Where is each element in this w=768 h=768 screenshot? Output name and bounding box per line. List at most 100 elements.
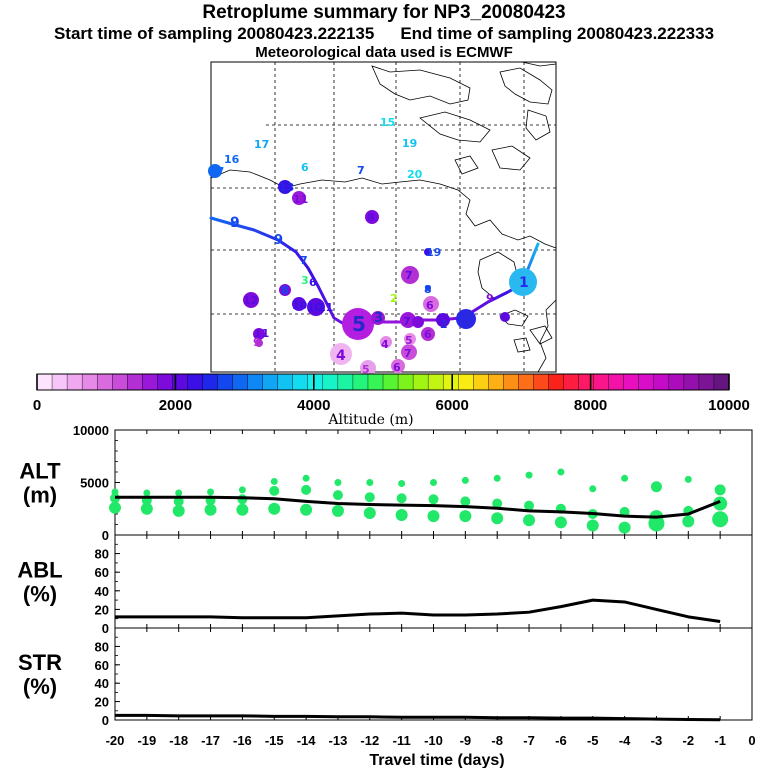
day-label: 9 <box>230 215 240 231</box>
colorbar-cell <box>202 373 219 391</box>
plume-cluster <box>307 298 325 316</box>
day-label: 6 <box>301 161 309 174</box>
sampling-times: Start time of sampling 20080423.222135 En… <box>0 24 768 44</box>
plume-cluster <box>404 333 416 345</box>
alt-scatter-point <box>396 493 407 504</box>
day-label: 11 <box>293 193 308 206</box>
colorbar-cell <box>503 373 519 391</box>
alt-scatter-point <box>175 489 183 497</box>
day-label: 4 <box>381 338 389 351</box>
day-label: 16 <box>224 153 240 166</box>
x-tick-label: -14 <box>297 733 317 748</box>
colorbar-tick-label: 4000 <box>297 397 330 414</box>
alt-scatter-points <box>109 468 729 534</box>
colorbar-cell <box>683 373 700 391</box>
day-label: 2 <box>440 318 448 331</box>
plume-cluster <box>365 210 379 224</box>
day-label: 9 <box>274 233 283 248</box>
colorbar-cell <box>382 373 399 391</box>
day-label: 1 <box>519 275 529 291</box>
colorbar-cell <box>142 373 158 391</box>
plume-cluster <box>391 359 405 373</box>
plume-cluster <box>330 343 352 365</box>
alt-scatter-point <box>238 486 246 494</box>
day-label: 5 <box>405 334 413 347</box>
panel-ylabel-unit: (%) <box>23 674 57 699</box>
day-label: 12 <box>243 294 258 307</box>
x-tick-label: -11 <box>393 733 411 748</box>
alt-scatter-point <box>207 488 215 496</box>
alt-scatter-point <box>523 514 536 527</box>
alt-scatter-point <box>554 516 567 529</box>
alt-scatter-point <box>714 484 726 496</box>
x-tick-label: -9 <box>460 733 472 748</box>
alt-scatter-point <box>460 496 471 507</box>
plume-cluster <box>456 309 476 329</box>
plume-cluster <box>360 360 376 376</box>
colorbar-cell <box>36 373 53 391</box>
day-label: 6 <box>393 361 401 374</box>
plume-cluster <box>401 344 417 360</box>
day-label: 6 <box>309 276 317 289</box>
panel-ylabel: ABL <box>17 558 62 583</box>
colorbar-cell <box>232 373 249 391</box>
colorbar-cell <box>593 373 610 391</box>
day-label: 10 <box>292 299 308 312</box>
alt-scatter-point <box>269 485 280 496</box>
colorbar-cell <box>352 373 369 391</box>
alt-scatter-point <box>713 496 728 511</box>
day-label: 17 <box>209 165 224 178</box>
colorbar-cell <box>247 373 264 391</box>
plume-cluster <box>279 284 291 296</box>
plume-cluster <box>500 312 510 322</box>
alt-scatter-point <box>331 504 344 517</box>
colorbar-cell <box>187 373 203 391</box>
alt-scatter-point <box>268 502 281 515</box>
x-tick-label: -15 <box>265 733 284 748</box>
x-axis: -20 -19 -18 -17 -16 -15 -14 -13 -12 -11 -10 -9 -8 -7-… <box>106 733 756 748</box>
colorbar-cell <box>292 373 309 391</box>
x-tick-label: -4 <box>619 733 631 748</box>
y-tick-label: 40 <box>95 676 109 691</box>
colorbar-cell <box>442 373 459 391</box>
day-label: 11 <box>254 327 269 340</box>
alt-scatter-point <box>712 511 729 528</box>
colorbar-cell <box>397 373 414 391</box>
alt-scatter-point <box>300 503 313 516</box>
plume-cluster <box>371 311 385 325</box>
plume-cluster <box>278 180 292 194</box>
x-tick-label: -20 <box>106 733 125 748</box>
alt-scatter-point <box>461 476 469 484</box>
colorbar-cell <box>668 373 685 391</box>
y-tick-label: 40 <box>95 584 109 599</box>
colorbar-cell <box>51 373 68 391</box>
alt-scatter-point <box>366 479 374 486</box>
x-tick-label: -5 <box>587 733 599 748</box>
alt-scatter-point <box>427 510 440 523</box>
day-label: 20 <box>407 168 423 181</box>
alt-scatter-point <box>173 496 184 507</box>
day-label: 9 <box>486 292 494 305</box>
alt-scatter-point <box>398 480 406 488</box>
y-tick-label: 20 <box>95 602 109 617</box>
alt-scatter-point <box>270 477 278 485</box>
colorbar-tick-labels: 0 2000 4000 6000 8000 10000 <box>33 374 750 414</box>
colorbar-cell <box>578 373 595 391</box>
x-tick-label: -7 <box>523 733 535 748</box>
colorbar-cell <box>322 373 339 391</box>
end-time-label: End time of sampling 20080423.222333 <box>400 24 715 43</box>
plume-cluster <box>253 328 265 340</box>
x-axis-label: Travel time (days) <box>369 752 504 768</box>
day-label: 3 <box>301 274 309 287</box>
colorbar-cell <box>638 373 655 391</box>
day-label: 7 <box>403 315 411 328</box>
day-labels: 1 2 2 5 3 4 4 5 5 6 6 6 7 7 7 7 7 8 8 9 … <box>209 116 529 376</box>
alt-panel: 0 5000 10000 ALT(m) <box>19 423 753 543</box>
colorbar-tick-label: 6000 <box>436 397 469 414</box>
y-tick-label: 20 <box>95 695 109 710</box>
colorbar-cell <box>96 373 113 391</box>
alt-scatter-point <box>586 519 599 532</box>
colorbar-tick-label: 8000 <box>574 397 607 414</box>
alt-scatter-point <box>334 479 342 486</box>
